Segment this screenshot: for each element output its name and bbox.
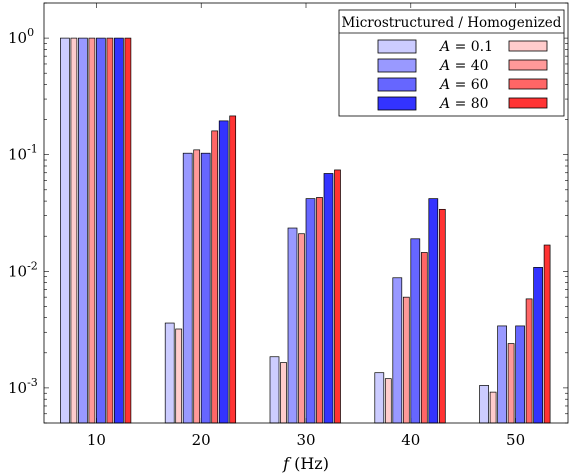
legend-label-equals: = [450,58,471,74]
bar-microstructured-4-10 [96,37,106,424]
bar-homogenized-1-30 [280,362,287,424]
bar-microstructured-0-10 [60,37,70,424]
y-tick-base: 10 [8,262,27,280]
y-tick-exponent: -3 [27,376,38,389]
legend-swatch-microstructured [377,96,417,111]
bar-homogenized-5-50 [525,298,533,424]
legend-swatch-microstructured [377,39,417,54]
bar-homogenized-1-40 [384,378,392,424]
bar-microstructured-6-30 [323,173,334,424]
bar-microstructured-4-20 [200,152,211,424]
y-tick-base: 10 [8,29,27,47]
x-axis-label-unit: (Hz) [289,454,329,473]
bar-microstructured-2-20 [182,152,193,424]
x-tick-label: 40 [401,431,420,449]
bar-homogenized-1-50 [489,391,497,424]
legend-swatch-microstructured [377,77,417,92]
legend-label: A = 0.1 [438,39,493,55]
legend-swatch-homogenized [508,59,548,71]
legend-label-variable: A [438,39,450,55]
bar-homogenized-3-10 [88,37,96,424]
legend-swatch-homogenized [508,78,548,90]
bar-microstructured-6-50 [533,267,543,424]
bar-homogenized-1-10 [70,37,78,424]
bar-homogenized-5-40 [420,252,428,424]
bar-homogenized-7-40 [438,208,446,424]
y-tick-exponent: -2 [27,259,38,272]
legend-label-equals: = [450,77,471,93]
y-tick-label: 10-3 [8,376,38,397]
bar-homogenized-3-30 [298,233,305,424]
legend-swatch-homogenized [508,97,548,109]
bar-microstructured-6-20 [218,120,229,424]
bar-homogenized-7-30 [334,169,341,424]
legend-swatch-homogenized [508,40,548,52]
bar-microstructured-4-30 [305,198,316,424]
legend-label-value: 80 [471,96,489,112]
bar-microstructured-0-50 [479,385,489,424]
bar-microstructured-6-40 [428,198,439,424]
bar-homogenized-5-30 [316,197,323,424]
bar-homogenized-3-20 [193,149,201,424]
y-tick-label: 10-2 [8,259,38,280]
bar-microstructured-4-50 [515,325,525,424]
legend-label: A = 80 [438,96,489,112]
bar-microstructured-0-40 [374,372,385,424]
bar-homogenized-5-10 [106,37,114,424]
legend-label-variable: A [438,96,450,112]
bar-microstructured-0-20 [164,322,175,424]
x-tick-label: 30 [296,431,315,449]
bar-homogenized-7-20 [229,115,237,424]
bar-homogenized-1-20 [175,328,183,424]
legend-label-value: 40 [471,58,489,74]
legend-label-variable: A [438,77,450,93]
bar-homogenized-3-50 [507,343,515,424]
legend-swatch-microstructured [377,58,417,73]
y-tick-label: 100 [8,26,34,47]
legend-label: A = 60 [438,77,489,93]
x-tick-label: 50 [506,431,525,449]
legend-label-equals: = [450,39,471,55]
x-tick-label: 10 [87,431,106,449]
bar-homogenized-5-20 [211,130,219,424]
bar-microstructured-0-30 [269,356,280,424]
bar-homogenized-7-10 [124,37,132,424]
x-axis-label-variable: f [282,454,292,473]
y-tick-exponent: -1 [27,143,38,156]
legend-title: Microstructured / Homogenized [342,15,562,31]
bar-microstructured-4-40 [410,238,421,424]
bar-microstructured-2-30 [287,227,298,424]
bar-homogenized-3-40 [402,296,410,424]
legend-label: A = 40 [438,58,489,74]
bar-homogenized-7-50 [543,244,551,424]
legend-label-value: 0.1 [471,39,493,55]
legend-label-value: 60 [471,77,489,93]
x-tick-label: 20 [192,431,211,449]
bar-microstructured-6-10 [114,37,124,424]
x-axis-label: f (Hz) [282,454,329,473]
y-tick-exponent: 0 [27,26,34,39]
y-tick-base: 10 [8,379,27,397]
bar-microstructured-2-40 [392,277,403,424]
bar-microstructured-2-10 [78,37,88,424]
y-tick-base: 10 [8,146,27,164]
legend-label-variable: A [438,58,450,74]
legend-label-equals: = [450,96,471,112]
bar-microstructured-2-50 [497,325,507,424]
y-tick-label: 10-1 [8,143,38,164]
